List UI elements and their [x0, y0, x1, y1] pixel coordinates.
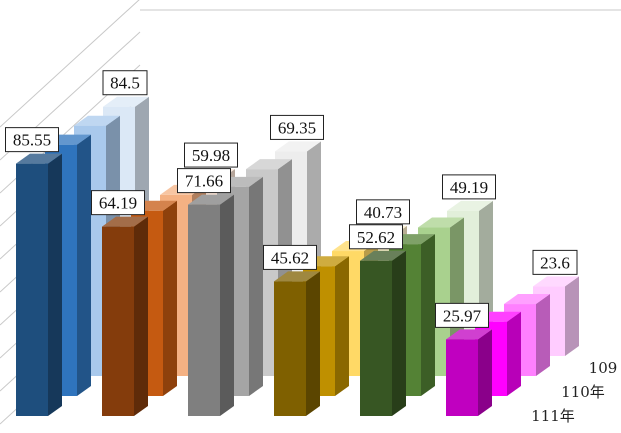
bar	[446, 329, 492, 416]
bar-top	[275, 141, 321, 152]
data-labels-layer: 85.55 84.5 64.19 59.98 71.66 69.35 45.62 40.73 5…	[5, 70, 578, 328]
data-label: 71.66	[177, 168, 231, 194]
data-label-text: 49.19	[450, 178, 488, 197]
grid-line	[0, 0, 140, 128]
bar-side	[565, 276, 579, 356]
depth-axis-label: 111年	[531, 407, 575, 425]
data-label: 85.55	[5, 127, 59, 153]
bar-side	[48, 153, 62, 416]
data-label: 64.19	[91, 190, 145, 216]
bar	[16, 153, 62, 416]
data-label: 84.5	[102, 70, 148, 96]
bars-layer	[16, 96, 579, 416]
depth-axis-label: 109	[589, 359, 618, 377]
data-label-text: 69.35	[278, 118, 316, 137]
bar-top	[74, 115, 120, 126]
bar-side	[392, 250, 406, 416]
data-label: 69.35	[270, 114, 324, 140]
bar-side	[77, 134, 91, 396]
data-label-text: 59.98	[192, 146, 230, 165]
bar-top	[103, 96, 149, 107]
bar-side	[134, 216, 148, 416]
bar-side	[335, 256, 349, 396]
bar-top	[360, 250, 406, 261]
bar	[188, 194, 234, 416]
bar	[360, 250, 406, 416]
bar-side	[536, 294, 550, 376]
data-label: 52.62	[349, 224, 403, 250]
bar-side	[249, 176, 263, 396]
bar-front	[274, 281, 306, 416]
data-label: 59.98	[184, 142, 238, 168]
bar-front	[188, 204, 220, 416]
bar-side	[220, 194, 234, 416]
bar-top	[533, 276, 579, 287]
bar-side	[421, 234, 435, 396]
depth-axis-labels: 111年 110年 109	[531, 359, 617, 425]
data-label: 23.6	[532, 249, 578, 275]
bar	[274, 271, 320, 416]
data-label-text: 71.66	[185, 172, 223, 191]
bar-front	[102, 226, 134, 416]
data-label-text: 40.73	[364, 203, 402, 222]
data-label: 25.97	[435, 302, 489, 328]
bar-side	[507, 311, 521, 396]
data-label-text: 45.62	[271, 248, 309, 267]
bar-front	[446, 339, 478, 416]
bar-top	[16, 153, 62, 164]
bar-side	[306, 271, 320, 416]
bar-top	[188, 194, 234, 205]
data-label-text: 84.5	[110, 74, 140, 93]
bar	[102, 216, 148, 416]
bar-top	[447, 200, 493, 211]
bar-front	[16, 163, 48, 416]
data-label-text: 85.55	[13, 131, 51, 150]
data-label-text: 23.6	[540, 253, 570, 272]
bar-top	[246, 159, 292, 170]
bar-top	[274, 271, 320, 282]
data-label-text: 64.19	[99, 194, 137, 213]
bar-top	[446, 329, 492, 340]
bar-top	[418, 217, 464, 228]
bar-top	[504, 294, 550, 305]
bar-front	[360, 260, 392, 416]
depth-axis-label: 110年	[561, 383, 605, 401]
data-label: 49.19	[442, 174, 496, 200]
bar-top	[102, 216, 148, 227]
data-label-text: 25.97	[443, 306, 482, 325]
bar-side	[163, 200, 177, 396]
data-label: 45.62	[263, 244, 317, 270]
data-label-text: 52.62	[357, 228, 395, 247]
data-label: 40.73	[356, 199, 410, 225]
bar-side	[478, 329, 492, 416]
